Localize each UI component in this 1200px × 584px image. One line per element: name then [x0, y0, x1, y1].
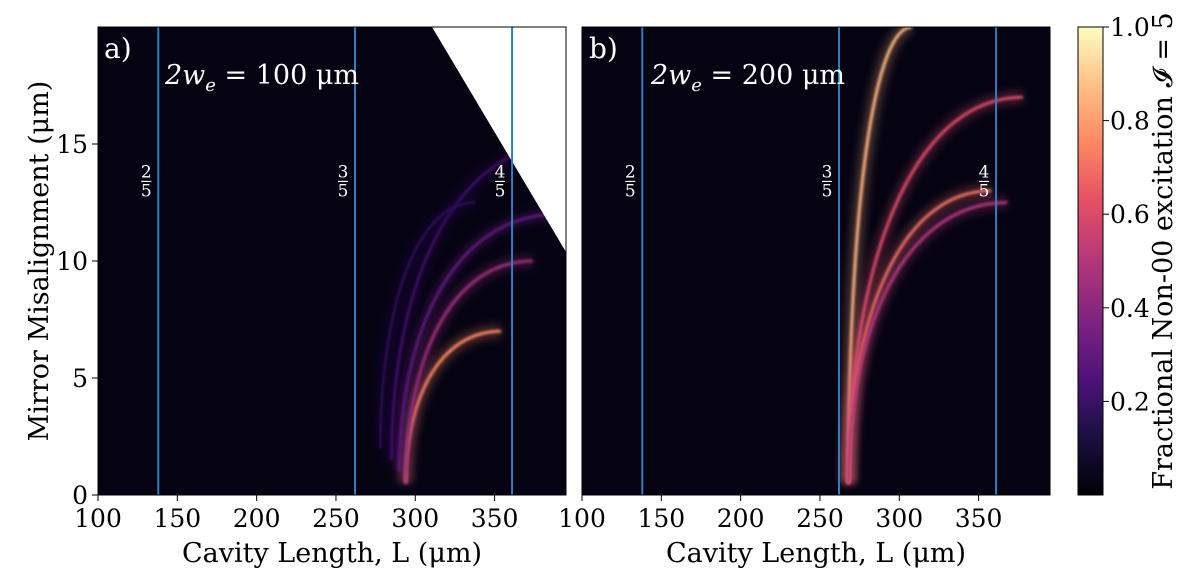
y-tick-label-1: 5 [72, 364, 88, 393]
x-tick-label-3: 250 [796, 504, 844, 533]
panel-b-annotation: 2we = 200 μm [650, 60, 845, 96]
x-tick-label-2: 200 [233, 504, 281, 533]
colorbar-tick-label-3: 0.8 [1110, 107, 1150, 136]
vline-label-den-0: 5 [625, 181, 636, 201]
vline-label-den-0: 5 [141, 181, 152, 201]
vline-label-den-2: 5 [495, 181, 506, 201]
colorbar-gradient [1077, 26, 1104, 496]
colorbar: 0.2 0.4 0.6 0.8 1.0 Fractional Non-00 excita… [1077, 12, 1179, 496]
panel-a-annotation-main: 2w [164, 60, 205, 91]
panel-a-annotation-sub: e [205, 75, 216, 96]
vline-label-num-2: 4 [495, 162, 506, 182]
colorbar-ticks: 0.2 0.4 0.6 0.8 1.0 [1103, 13, 1150, 416]
x-tick-label-1: 150 [637, 504, 685, 533]
vline-label-den-2: 5 [979, 181, 990, 201]
panel-a-annotation-rest: = 100 μm [216, 60, 359, 91]
x-tick-label-0: 100 [558, 504, 606, 533]
heatmap-arc-2 [397, 212, 559, 472]
colorbar-tick-label-2: 0.6 [1110, 200, 1150, 229]
x-tick-label-4: 300 [391, 504, 439, 533]
panel-b-plot-area [582, 27, 1050, 495]
panel-b-annotation-main: 2w [650, 60, 691, 91]
panel-b-x-ticks: 100 150 200 250 300 350 [558, 495, 1002, 533]
heatmap-arc-1 [404, 259, 533, 484]
vline-label-den-1: 5 [338, 181, 349, 201]
y-tick-label-2: 10 [56, 247, 88, 276]
vline-label-num-0: 2 [141, 162, 152, 182]
panel-a-xlabel: Cavity Length, L (μm) [182, 538, 482, 569]
panel-a-ylabel: Mirror Misalignment (μm) [24, 81, 55, 442]
panel-a-annotation: 2we = 100 μm [164, 60, 359, 96]
panel-b-annotation-sub: e [691, 75, 702, 96]
x-tick-label-5: 350 [471, 504, 519, 533]
x-tick-label-5: 350 [955, 504, 1003, 533]
x-tick-label-2: 200 [717, 504, 765, 533]
x-tick-label-0: 100 [74, 504, 122, 533]
vline-label-den-1: 5 [822, 181, 833, 201]
vline-label-num-0: 2 [625, 162, 636, 182]
panel-b-heatmap-features [841, 27, 1024, 484]
panel-a-x-ticks: 100 150 200 250 300 350 [74, 495, 518, 533]
panel-a-label: a) [104, 32, 132, 65]
panel-a-no-data-region [432, 27, 566, 252]
panel-b-xlabel: Cavity Length, L (μm) [666, 538, 966, 569]
panel-b-annotation-rest: = 200 μm [702, 60, 845, 91]
heatmap-arc-4 [378, 201, 476, 449]
colorbar-tick-label-4: 1.0 [1110, 13, 1150, 42]
y-tick-label-0: 0 [72, 481, 88, 510]
vline-label-num-2: 4 [979, 162, 990, 182]
x-tick-label-1: 150 [153, 504, 201, 533]
colorbar-tick-label-0: 0.2 [1110, 387, 1150, 416]
vline-label-num-1: 3 [822, 162, 833, 182]
vline-label-num-1: 3 [338, 162, 349, 182]
panel-b-label: b) [589, 32, 618, 65]
x-tick-label-3: 250 [312, 504, 360, 533]
y-tick-label-3: 15 [56, 130, 88, 159]
heatmap-arc-3 [847, 201, 1008, 484]
x-tick-label-4: 300 [875, 504, 923, 533]
colorbar-label: Fractional Non-00 excitation 𝓘 = 5 [1148, 12, 1179, 489]
panel-a-y-ticks: 0 5 10 15 [56, 130, 98, 510]
colorbar-tick-label-1: 0.4 [1110, 294, 1150, 323]
